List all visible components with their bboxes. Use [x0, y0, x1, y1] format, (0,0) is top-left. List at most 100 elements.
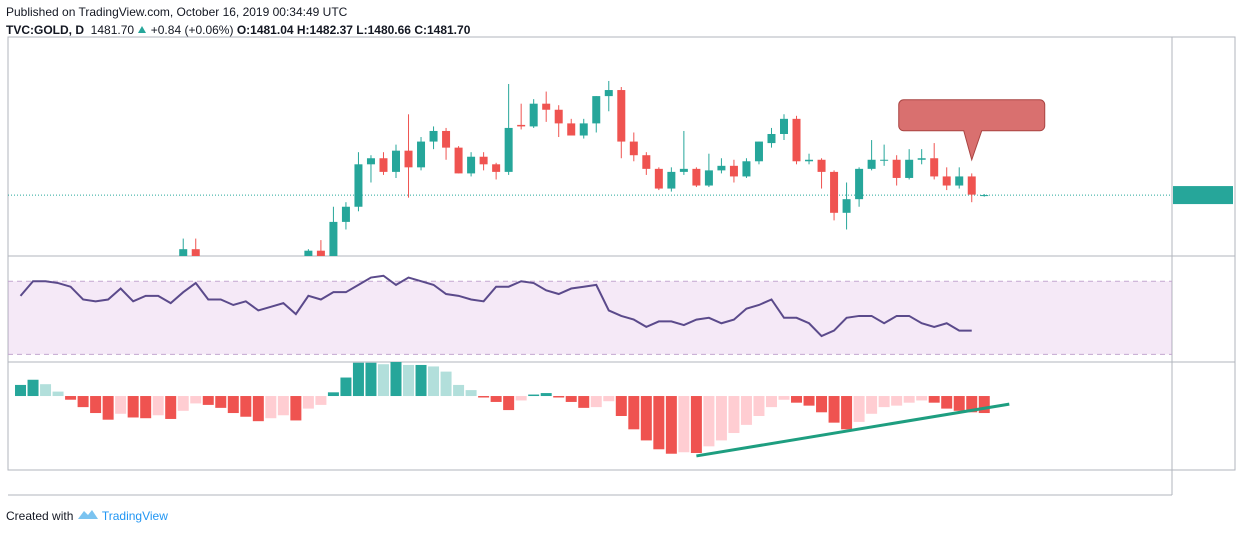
published: Published on TradingView.com, October 16…	[6, 5, 348, 19]
macd-bar	[640, 396, 652, 441]
macd-bar	[165, 396, 177, 419]
candle-body	[404, 150, 413, 168]
macd-bar	[140, 396, 152, 419]
open: O:1481.04	[236, 23, 294, 37]
macd-bar	[365, 362, 377, 397]
candle-body	[654, 168, 663, 189]
macd-bar	[190, 396, 202, 404]
macd-bar	[52, 391, 64, 397]
macd-bar	[816, 396, 828, 413]
macd-bar	[127, 396, 139, 418]
candle-body	[542, 103, 551, 110]
macd-bar	[27, 379, 39, 397]
macd-bar	[152, 396, 164, 416]
candle-body	[855, 168, 864, 200]
candle-body	[329, 221, 338, 256]
brand: TradingView	[101, 509, 168, 523]
candle-body	[892, 159, 901, 178]
macd-bar	[603, 396, 615, 402]
macd-bar	[403, 364, 415, 397]
change: +0.84 (+0.06%)	[150, 23, 234, 37]
macd-bar	[978, 396, 990, 414]
macd-bar	[315, 396, 327, 405]
close: C:1481.70	[414, 23, 471, 37]
macd-bar	[628, 396, 640, 430]
candle-body	[467, 156, 476, 174]
macd-bar	[953, 396, 965, 411]
macd-bar	[390, 362, 402, 397]
macd-bar	[916, 396, 928, 401]
candle-body	[780, 118, 788, 134]
candle-body	[304, 250, 313, 256]
candle-body	[179, 249, 188, 256]
up-arrow	[138, 26, 147, 33]
candle-body	[729, 165, 738, 177]
candle-body	[917, 158, 926, 160]
candle-body	[379, 158, 388, 172]
annotation-callout	[898, 99, 1046, 162]
macd-bar	[791, 396, 803, 403]
candle-body	[642, 155, 651, 169]
macd-bar	[553, 396, 565, 398]
candle-body	[554, 109, 563, 124]
macd-bar	[891, 396, 903, 406]
candle-body	[667, 171, 676, 189]
candle-body	[579, 123, 588, 136]
macd-bar	[528, 394, 540, 397]
macd-bar	[453, 384, 465, 397]
candles	[8, 80, 1172, 256]
candle-body	[454, 147, 463, 174]
candle-body	[341, 206, 350, 222]
candle-body	[567, 123, 576, 136]
macd-bar	[653, 396, 665, 450]
candle-body	[679, 168, 688, 172]
macd-bar	[590, 396, 602, 408]
candle-body	[817, 159, 826, 172]
macd-bar	[853, 396, 865, 422]
macd-bar	[690, 396, 702, 453]
macd-bar	[115, 396, 127, 414]
candle-body	[967, 176, 976, 195]
macd-bar	[903, 396, 915, 403]
macd-bar	[490, 396, 502, 402]
macd-bar	[866, 396, 878, 414]
candle-body	[529, 103, 538, 127]
macd-bar	[928, 396, 940, 403]
candle-body	[429, 130, 438, 142]
candle-body	[880, 159, 889, 161]
macd-bar	[540, 393, 552, 397]
candle-body	[629, 141, 638, 156]
macd-bar	[841, 396, 853, 430]
candle-body	[830, 171, 839, 213]
macd-bar	[352, 362, 364, 397]
macd-bar	[415, 364, 427, 397]
rsi-line	[19, 274, 972, 338]
macd-bar	[15, 384, 27, 397]
macd-bar	[40, 384, 52, 397]
candle-body	[867, 159, 876, 169]
macd-bar	[302, 396, 314, 409]
candle-body	[617, 90, 626, 142]
macd-bar	[715, 396, 727, 441]
macd-bar	[565, 396, 577, 402]
macd-bar	[678, 396, 690, 453]
candle-body	[942, 176, 951, 186]
candle-body	[692, 168, 701, 186]
macd-bar	[265, 396, 277, 419]
footer: Created with TradingView	[6, 508, 168, 523]
candle-body	[805, 159, 814, 162]
candle-body	[191, 249, 200, 256]
candle-body	[392, 150, 400, 172]
macd-bar	[703, 396, 715, 447]
macd-bar	[803, 396, 815, 406]
candle-body	[704, 170, 713, 186]
candle-body	[767, 133, 776, 144]
candle-body	[366, 158, 375, 165]
logo	[77, 510, 98, 519]
macd-bar	[615, 396, 627, 416]
macd-bar	[77, 396, 89, 408]
candle-body	[442, 130, 451, 148]
macd-bar	[428, 366, 440, 397]
candle-body	[417, 141, 426, 168]
